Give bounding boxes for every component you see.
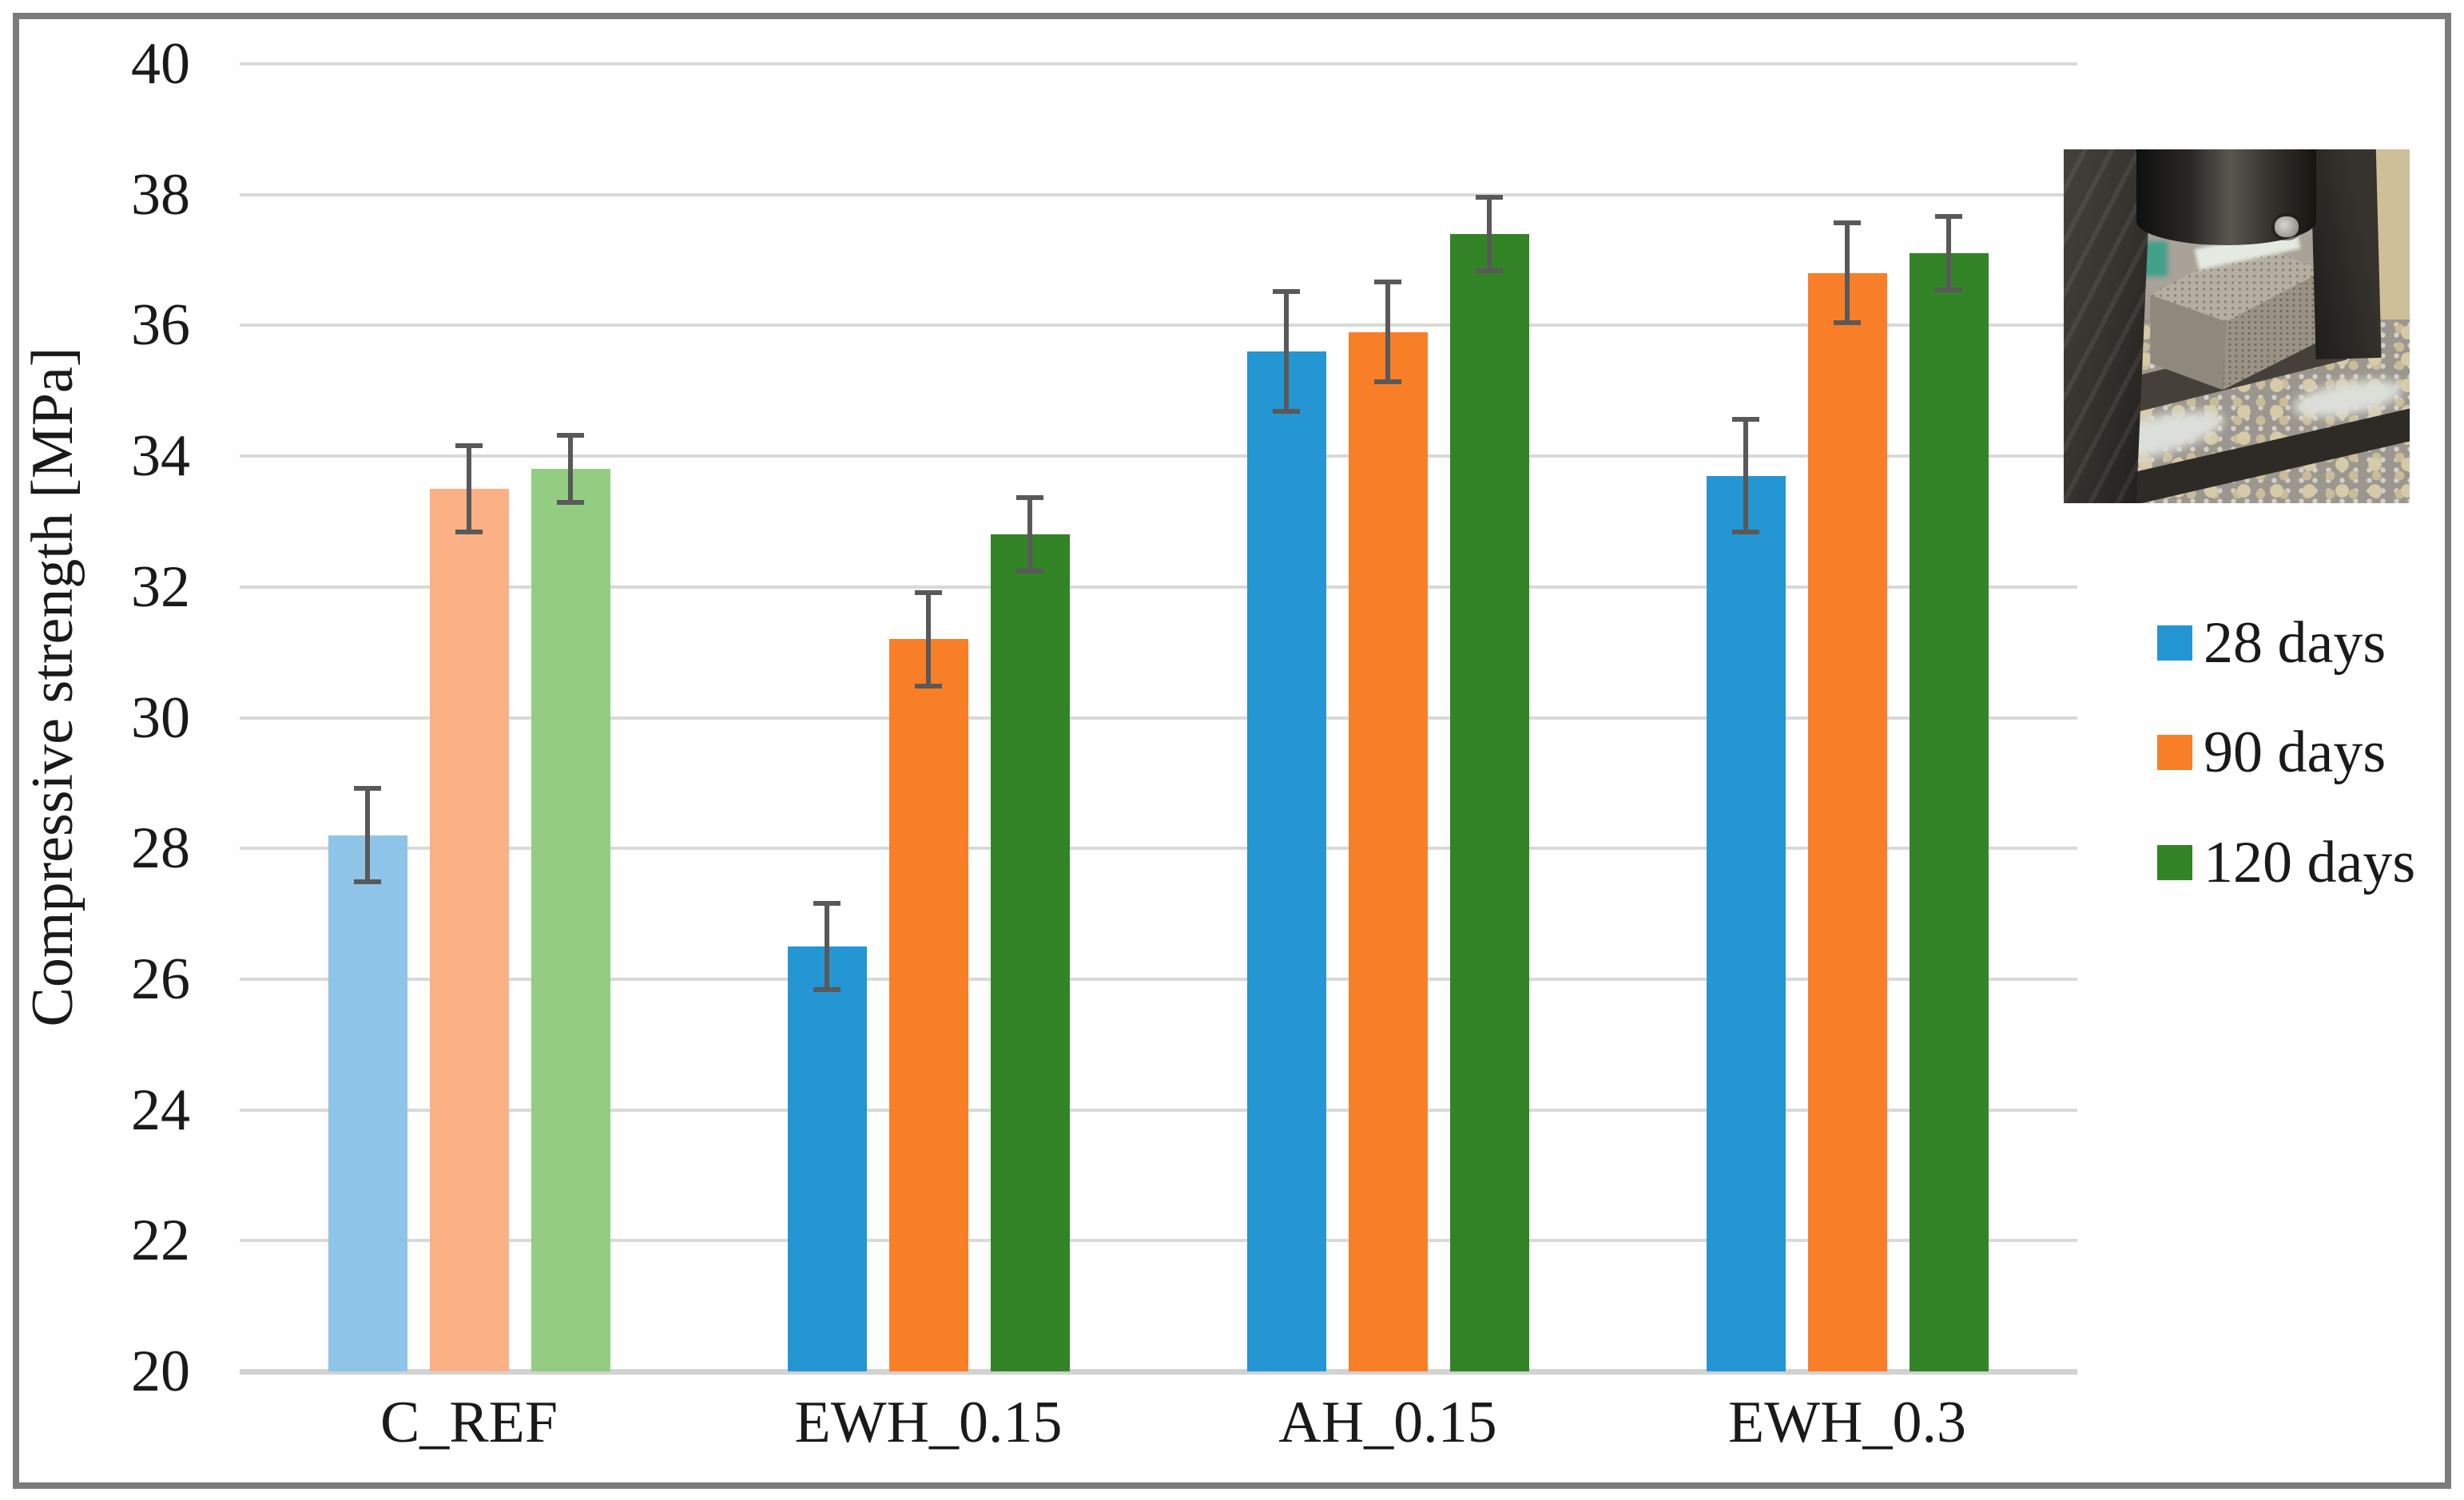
error-bar-ewh-0-3-90-days (1834, 220, 1861, 326)
error-bar-ah-0-15-120-days (1476, 194, 1503, 273)
error-bar-ewh-0-15-28-days (813, 900, 841, 993)
y-tick-label: 20 (131, 1339, 190, 1404)
y-gridline (240, 192, 2077, 196)
figure-border (13, 13, 2451, 1489)
error-bar-stem (1027, 495, 1032, 574)
error-bar-ewh-0-15-120-days (1016, 495, 1043, 574)
y-tick-label: 30 (131, 685, 190, 751)
bar-ewh-0-15-28-days (787, 946, 867, 1371)
inset-photo (2064, 149, 2410, 503)
error-bar-stem (1946, 214, 1951, 293)
error-bar-stem (1284, 289, 1289, 414)
error-bar-stem (1385, 280, 1390, 385)
bar-ewh-0-3-90-days (1807, 272, 1887, 1371)
y-tick-label: 36 (131, 292, 190, 359)
error-bar-ewh-0-3-120-days (1935, 214, 1962, 293)
bar-ewh-0-3-28-days (1706, 475, 1786, 1371)
y-tick-label: 22 (131, 1208, 190, 1274)
bar-ewh-0-15-120-days (990, 534, 1070, 1371)
error-bar-c-ref-90-days (455, 442, 483, 535)
bar-c-ref-28-days (328, 835, 407, 1371)
y-tick-label: 28 (131, 815, 190, 882)
bar-c-ref-90-days (429, 489, 509, 1371)
error-bar-stem (825, 900, 829, 993)
bar-c-ref-120-days (531, 469, 610, 1371)
x-axis-label-c-ref: C_REF (380, 1390, 558, 1455)
error-bar-ah-0-15-28-days (1273, 289, 1300, 414)
bar-ah-0-15-90-days (1348, 331, 1428, 1371)
x-axis-label-ewh-0-15: EWH_0.15 (794, 1390, 1063, 1455)
bar-ewh-0-3-120-days (1909, 253, 1989, 1371)
legend-label: 28 days (2204, 610, 2387, 676)
legend-swatch-icon (2157, 735, 2192, 770)
error-bar-c-ref-120-days (557, 433, 584, 506)
y-tick-label: 26 (131, 946, 190, 1012)
y-gridline (240, 62, 2077, 65)
error-bar-c-ref-28-days (354, 786, 381, 885)
y-gridline (240, 454, 2077, 458)
y-tick-label: 40 (131, 31, 190, 97)
y-tick-label: 32 (131, 554, 190, 620)
error-bar-stem (467, 442, 471, 535)
bar-ewh-0-15-90-days (888, 639, 968, 1371)
error-bar-stem (365, 786, 370, 885)
legend-swatch-icon (2157, 625, 2192, 661)
y-gridline (240, 716, 2077, 720)
error-bar-ewh-0-3-28-days (1732, 416, 1759, 535)
y-tick-label: 34 (131, 423, 190, 490)
error-bar-ewh-0-15-90-days (915, 589, 942, 688)
error-bar-stem (568, 433, 573, 506)
y-tick-label: 24 (131, 1077, 190, 1143)
error-bar-stem (1845, 220, 1850, 326)
photo-machine-right-column (2310, 149, 2382, 359)
y-gridline (240, 977, 2077, 981)
bar-ah-0-15-28-days (1246, 351, 1326, 1371)
x-axis-line (240, 1369, 2077, 1375)
x-axis-label-ah-0-15: AH_0.15 (1278, 1390, 1497, 1455)
y-gridline (240, 323, 2077, 327)
error-bar-stem (1743, 416, 1748, 535)
y-tick-label: 38 (131, 161, 190, 228)
legend-swatch-icon (2157, 845, 2192, 880)
error-bar-ah-0-15-90-days (1374, 280, 1401, 385)
legend-label: 90 days (2204, 720, 2387, 785)
error-bar-stem (926, 589, 931, 688)
y-gridline (240, 1239, 2077, 1243)
bar-ah-0-15-120-days (1449, 233, 1529, 1371)
error-bar-stem (1487, 194, 1492, 273)
x-axis-label-ewh-0-3: EWH_0.3 (1728, 1390, 1966, 1455)
photo-specimen-cube (2150, 241, 2323, 391)
y-gridline (240, 585, 2077, 589)
photo-piston-bolt (2275, 216, 2299, 238)
y-gridline (240, 847, 2077, 851)
y-gridline (240, 1108, 2077, 1112)
legend-label: 120 days (2204, 830, 2416, 895)
